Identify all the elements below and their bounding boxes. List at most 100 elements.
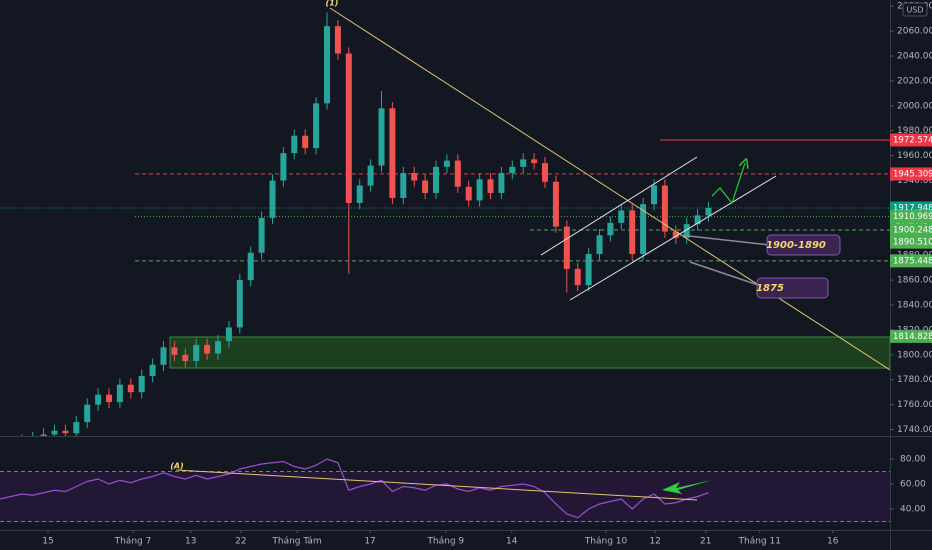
candle-body [487,179,494,193]
candle-body [269,180,276,218]
y-tick-label: 40.00 [900,505,926,515]
price-tag-label: 1890.510 [893,238,932,248]
candle-body [313,103,320,149]
x-tick-label: Tháng 9 [426,537,464,547]
rsi-trend-line [175,469,698,501]
candle-body [334,26,341,54]
candle-body [138,375,145,393]
candle-body [291,135,298,154]
candle-body [51,430,58,435]
candle-body [552,181,559,227]
y-tick-label: 1800.000 [897,350,932,360]
y-tick-label: 1860.000 [897,276,932,286]
candle-body [574,268,581,286]
candle-body [95,394,102,405]
trend-line [329,7,891,371]
price-tag-label: 1875.448 [893,256,932,266]
x-tick-label: 16 [827,537,839,547]
currency: USD [906,6,923,15]
x-tick-label: 17 [364,537,375,547]
candle-body [378,108,385,166]
price-tag [890,329,932,343]
support-zone [169,336,891,369]
rsi-line [0,458,709,519]
y-tick-label: 2060.000 [897,27,932,37]
candle-body [640,204,647,254]
y-tick-label: 60.00 [900,480,926,490]
price-tag-label: 1900.248 [893,226,932,236]
candle-body [542,163,549,182]
candle-body [694,215,701,225]
candle-body [618,210,625,223]
candle-body [683,224,690,238]
candle-body [367,165,374,186]
candle-body [258,217,265,253]
candle-body [422,180,429,193]
y-tick-label: 80.00 [900,455,926,465]
note-text: 1875 [756,283,784,294]
x-tick-label: 15 [42,537,53,547]
candle-body [498,173,505,193]
pointer-line [679,234,771,246]
candle-body [204,344,211,354]
candle-body [236,280,243,328]
price-tag [890,223,932,237]
y-tick-label: 1980.000 [897,126,932,136]
wave-label: (1) [326,0,339,8]
candle-body [73,422,80,434]
candle-body [520,159,527,167]
channel-lower [569,175,777,301]
candle-body [345,53,352,203]
note-box [766,234,841,256]
x-tick-label: 14 [506,537,518,547]
note-text: 1900-1890 [766,240,826,251]
candle-body [400,173,407,198]
y-tick-label: 2020.000 [897,76,932,86]
price-tag [890,254,932,268]
price-tag [890,235,932,249]
x-tick-label: Tháng 7 [114,537,152,547]
price-tag-label: 1917.948 [893,203,932,213]
candle-body [585,253,592,286]
candle-body [84,404,91,423]
candle-body [193,344,200,362]
rsi-band [0,472,890,522]
y-tick-label: 2040.000 [897,52,932,62]
candle-body [247,252,254,281]
candle-body [324,26,331,104]
candle-body [705,207,712,216]
candle-body [465,186,472,201]
candle-body [443,160,450,167]
rsi-pane [0,458,890,522]
projection-arrow [711,163,745,205]
candle-body [127,384,134,393]
drawings [175,7,891,501]
wave-label: (A) [170,462,184,471]
candle-body [116,384,123,403]
candle-body [531,159,538,164]
candle-body [454,160,461,187]
candle-body [356,185,363,203]
candle-body [225,327,232,342]
price-tag [890,167,932,181]
candle-body [661,185,668,232]
candle-body [629,210,636,254]
y-tick-label: 1740.000 [897,425,932,435]
price-tag-label: 1945.309 [893,169,932,179]
price-tag-label: 1972.574 [893,135,932,145]
y-tick-label: 2000.000 [897,101,932,111]
candle-body [160,347,167,365]
pointer-line [689,261,759,286]
candle-body [411,173,418,181]
candles [21,12,712,436]
y-tick-label: 1840.000 [897,301,932,311]
currency-box [902,2,928,17]
candle-body [149,364,156,376]
y-tick-label: 1760.000 [897,400,932,410]
x-tick-label: Tháng Tám [271,537,321,547]
x-tick-label: 21 [700,537,711,547]
price-tag-label: 1814.828 [893,332,932,342]
candle-body [215,341,222,354]
